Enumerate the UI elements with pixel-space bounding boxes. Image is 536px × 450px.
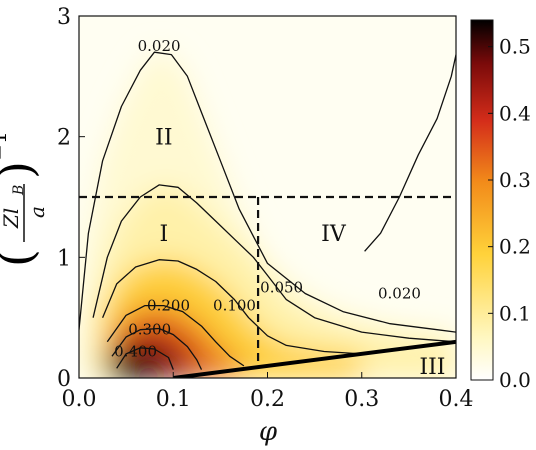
colorbar-tick-label: 0.0 [499, 368, 531, 392]
heatmap-field [79, 52, 456, 378]
contour-label: 0.050 [260, 279, 303, 297]
overlay-lines [79, 195, 456, 378]
y-label-power: −1 [0, 131, 11, 160]
region-label: I [159, 222, 168, 247]
contour-line [106, 304, 245, 367]
x-axis-label: φ [259, 417, 278, 447]
y-label-denominator: a [25, 206, 49, 218]
y-axis-label: ( Zl B a ) −1 [0, 131, 49, 267]
colorbar-tick-label: 0.3 [499, 168, 531, 192]
region-label: IV [321, 222, 347, 247]
x-tick-label: 0.2 [250, 387, 285, 412]
y-tick-label: 3 [57, 5, 71, 30]
x-tick-label: 0.3 [344, 387, 379, 412]
y-label-subscript: B [11, 185, 27, 196]
y-tick-label: 2 [57, 126, 71, 151]
region-label: III [419, 355, 445, 380]
colorbar-tick-label: 0.4 [499, 101, 531, 125]
region-label: II [155, 126, 172, 151]
colorbar-tick-label: 0.5 [499, 35, 531, 59]
contour-line [116, 347, 174, 370]
y-label-close-paren: ) [0, 161, 43, 179]
solid-boundary [172, 339, 456, 378]
colorbar-tick-label: 0.1 [499, 301, 531, 325]
colorbar: 0.0 0.1 0.2 0.3 0.4 0.5 [470, 19, 531, 392]
contour-label: 0.200 [147, 297, 190, 315]
contour-line [79, 51, 456, 333]
x-axis-ticks: 0.0 0.1 0.2 0.3 0.4 [62, 372, 474, 412]
y-tick-label: 0 [57, 367, 71, 392]
contour-line [111, 327, 203, 370]
contour-line [364, 54, 456, 252]
contour-label: 0.020 [378, 285, 421, 303]
y-label-numerator: Zl [0, 208, 23, 229]
contour-label: 0.400 [114, 342, 157, 360]
x-tick-label: 0.4 [439, 387, 474, 412]
y-tick-label: 1 [57, 246, 71, 271]
colorbar-gradient [470, 19, 494, 381]
contour-line [102, 259, 362, 355]
x-tick-label: 0.1 [156, 387, 191, 412]
contour-label: 0.100 [213, 297, 256, 315]
y-axis-ticks: 0 1 2 3 [57, 5, 85, 392]
colorbar-tick-label: 0.2 [499, 235, 531, 259]
contour-label: 0.300 [128, 321, 171, 339]
colorbar-ticks: 0.0 0.1 0.2 0.3 0.4 0.5 [488, 35, 531, 392]
y-label-open-paren: ( [0, 249, 43, 267]
x-tick-label: 0.0 [62, 387, 97, 412]
contour-lines [79, 51, 456, 370]
heat-peak [105, 349, 138, 378]
contour-label: 0.020 [138, 37, 181, 55]
contour-line [92, 184, 456, 343]
